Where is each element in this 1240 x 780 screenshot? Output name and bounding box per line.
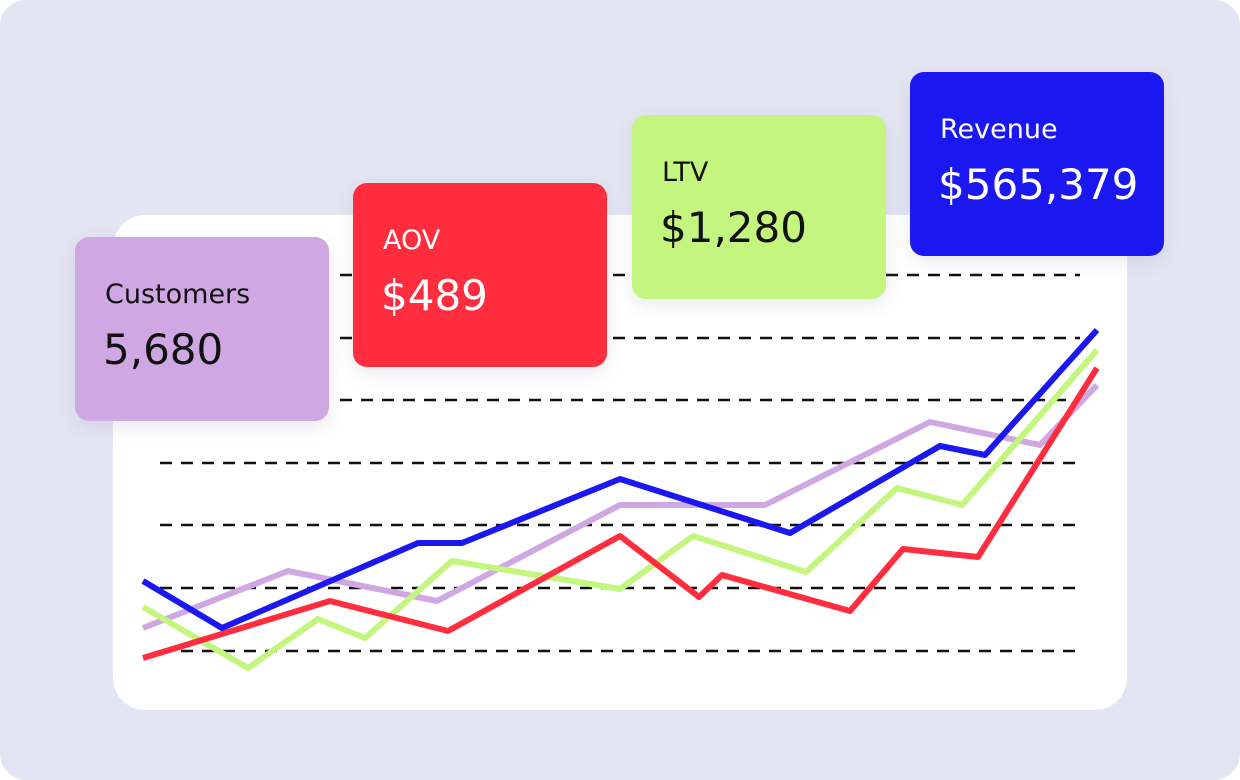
- lines: [141, 327, 1100, 671]
- card-value: 5,680: [103, 325, 224, 374]
- card-value: $489: [381, 271, 488, 320]
- line-revenue: [141, 327, 1100, 631]
- card-value: $1,280: [660, 203, 807, 252]
- metric-card: Revenue $565,379: [910, 72, 1164, 256]
- card-label: Customers: [105, 279, 251, 310]
- card-value: $565,379: [938, 160, 1139, 209]
- card-label: LTV: [662, 157, 709, 188]
- metric-card: AOV $489: [353, 183, 607, 367]
- metric-card: Customers 5,680: [75, 237, 329, 421]
- line-ltv: [141, 348, 1100, 671]
- metric-card: LTV $1,280: [632, 115, 886, 299]
- line-aov: [142, 366, 1100, 661]
- card-label: AOV: [383, 225, 441, 256]
- card-label: Revenue: [940, 114, 1058, 145]
